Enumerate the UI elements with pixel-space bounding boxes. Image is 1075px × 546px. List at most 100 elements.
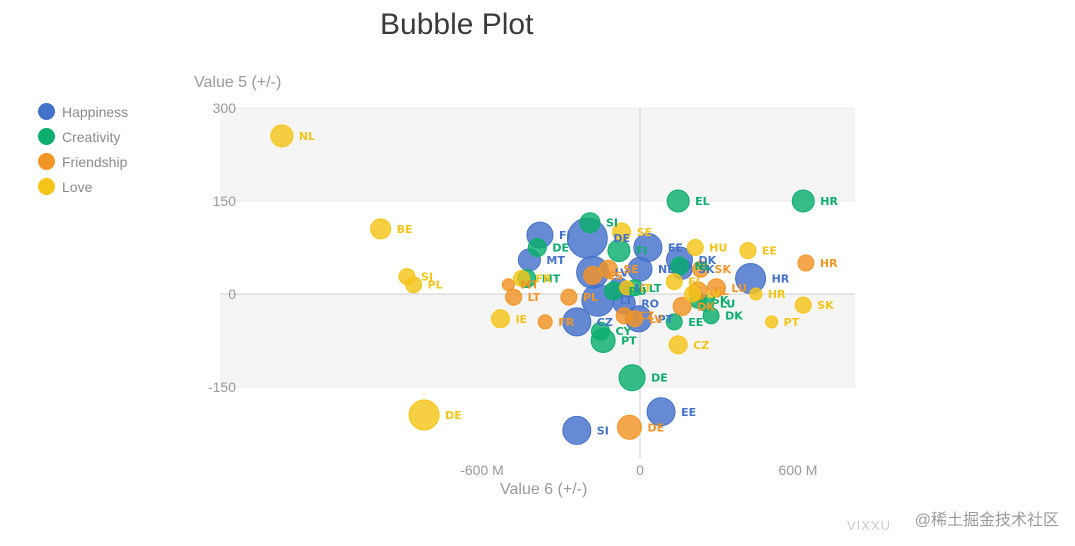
bubble-friendship[interactable]	[616, 414, 642, 440]
legend-item-love[interactable]: Love	[38, 174, 128, 199]
bubble-label: DK	[698, 254, 716, 267]
bubble-friendship[interactable]	[797, 254, 815, 272]
bubble-label: FR	[536, 273, 553, 286]
legend-item-friendship[interactable]: Friendship	[38, 149, 128, 174]
bubble-label: DE	[647, 421, 664, 434]
bubble-love[interactable]	[619, 280, 635, 296]
legend-swatch	[38, 178, 55, 195]
bubble-happiness[interactable]	[562, 415, 592, 445]
bubble-label: SE	[637, 226, 652, 239]
grid-band	[220, 294, 855, 387]
bubble-love[interactable]	[739, 242, 757, 260]
bubble-love[interactable]	[749, 287, 763, 301]
legend-label: Friendship	[62, 153, 128, 170]
bubble-label: HR	[772, 273, 790, 286]
bubble-friendship[interactable]	[626, 310, 644, 328]
bubble-love[interactable]	[668, 335, 688, 355]
bubble-creativity[interactable]	[618, 364, 646, 392]
bubble-friendship[interactable]	[501, 278, 515, 292]
bubble-label: NL	[713, 285, 729, 298]
y-tick-label: -150	[208, 379, 236, 395]
bubble-creativity[interactable]	[590, 328, 616, 353]
bubble-label: PL	[583, 291, 598, 304]
bubble-friendship[interactable]	[692, 260, 710, 278]
bubble-label: PT	[784, 316, 800, 329]
bubble-label: RO	[641, 297, 659, 310]
bubble-love[interactable]	[270, 124, 294, 148]
bubble-label: MT	[542, 273, 561, 286]
bubble-label: LU	[731, 282, 747, 295]
bubble-label: SK	[715, 263, 732, 276]
bubble-love[interactable]	[612, 222, 632, 242]
y-tick-label: 300	[213, 100, 237, 116]
bubble-label: EL	[688, 276, 703, 289]
bubble-label: NL	[299, 130, 315, 143]
bubble-friendship[interactable]	[505, 288, 523, 306]
bubble-happiness[interactable]	[562, 307, 592, 337]
bubble-label: FI	[559, 229, 571, 242]
bubble-label: IE	[515, 313, 527, 326]
legend-swatch	[38, 103, 55, 120]
bubble-love[interactable]	[408, 399, 440, 431]
bubble-love[interactable]	[513, 270, 531, 287]
legend-label: Happiness	[62, 103, 129, 120]
bubble-love[interactable]	[765, 315, 779, 329]
bubble-label: HR	[768, 288, 786, 301]
bubble-label: FI	[636, 245, 648, 258]
bubble-label: CY	[616, 325, 633, 338]
legend-item-happiness[interactable]: Happiness	[38, 99, 128, 124]
legend-label: Creativity	[62, 128, 121, 145]
bubble-label: HR	[820, 195, 838, 208]
bubble-label: PT	[621, 335, 637, 348]
x-tick-label: 600 M	[779, 462, 818, 478]
bubble-friendship[interactable]	[537, 314, 553, 330]
bubble-love[interactable]	[686, 239, 704, 256]
watermark: @稀土掘金技术社区	[914, 512, 1059, 529]
x-tick-label: 0	[636, 462, 644, 478]
bubble-love[interactable]	[370, 218, 392, 240]
bubble-friendship[interactable]	[672, 296, 692, 316]
bubble-creativity[interactable]	[665, 313, 683, 331]
bubble-label: SI	[421, 271, 433, 284]
bubble-friendship[interactable]	[560, 288, 578, 306]
bubble-label: NL	[694, 260, 710, 273]
bubble-label: DE	[613, 232, 630, 245]
bubble-label: LT	[620, 294, 633, 307]
chart-title: Bubble Plot	[380, 8, 534, 41]
legend-swatch	[38, 128, 55, 145]
bubble-label: HR	[820, 257, 838, 270]
legend: Happiness Creativity Friendship Love	[38, 99, 128, 199]
bubble-creativity[interactable]	[579, 212, 601, 234]
bubble-label: LV	[649, 313, 663, 326]
y-tick-label: 150	[213, 193, 237, 209]
legend-item-creativity[interactable]: Creativity	[38, 124, 128, 149]
bubble-label: IT	[640, 282, 652, 295]
bubble-label: SK	[712, 294, 729, 307]
bubble-label: CZ	[638, 310, 654, 323]
bubble-label: SI	[606, 217, 618, 230]
bubble-friendship[interactable]	[706, 278, 726, 298]
bubble-friendship[interactable]	[598, 259, 618, 279]
bubble-label: PT	[658, 313, 674, 326]
bubble-label: EE	[688, 316, 703, 329]
bubble-label: BE	[397, 223, 413, 236]
bubble-love[interactable]	[794, 296, 812, 314]
bubble-label: DE	[445, 409, 462, 422]
bubble-happiness[interactable]	[646, 397, 676, 427]
bubble-label: SK	[698, 263, 715, 276]
bubble-creativity[interactable]	[791, 189, 815, 213]
bubble-label: DE	[552, 242, 569, 255]
bubble-creativity[interactable]	[666, 189, 690, 213]
brand-mark: VIXXU	[846, 518, 891, 533]
bubble-label: LU	[720, 297, 736, 310]
x-tick-label: -600 M	[460, 462, 504, 478]
bubble-love[interactable]	[405, 276, 423, 294]
bubble-label: ES	[608, 269, 624, 282]
bubble-love[interactable]	[684, 285, 702, 303]
bubble-love[interactable]	[490, 309, 510, 329]
bubble-label: SE	[623, 263, 638, 276]
bubble-creativity[interactable]	[527, 238, 547, 257]
bubble-love[interactable]	[665, 273, 683, 291]
y-axis-title: Value 5 (+/-)	[194, 74, 281, 91]
